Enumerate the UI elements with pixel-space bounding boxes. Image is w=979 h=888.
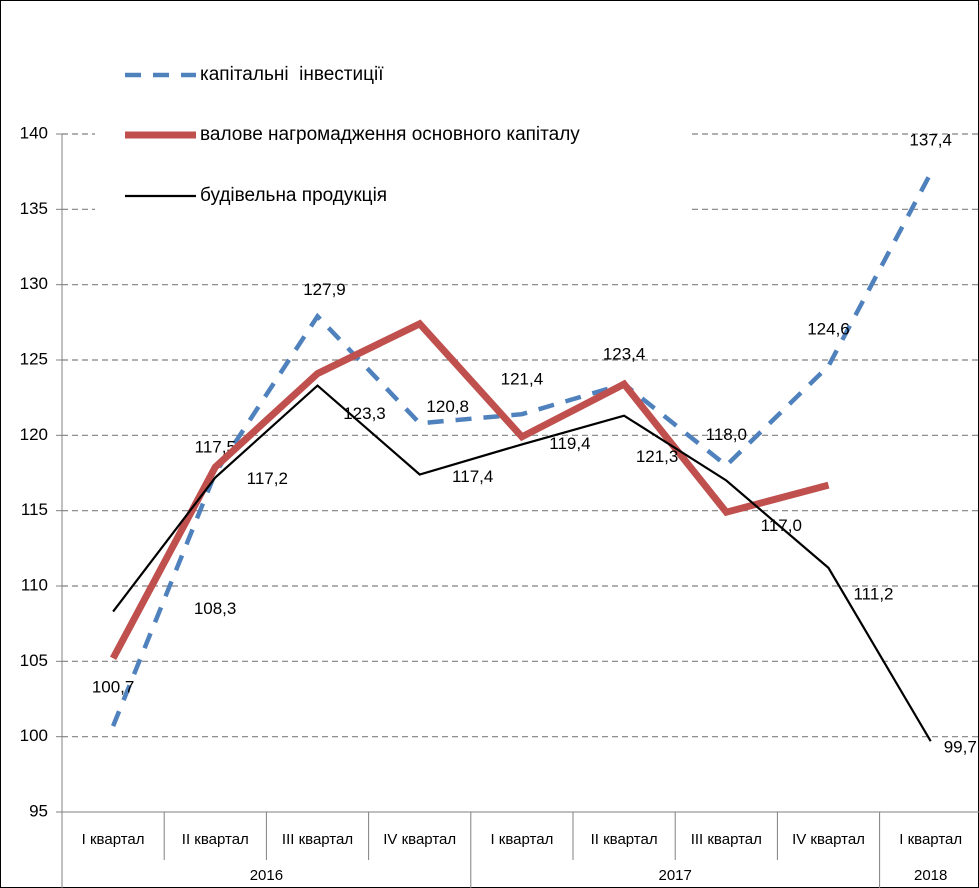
data-label: 108,3 bbox=[194, 599, 237, 618]
data-label: 117,0 bbox=[761, 516, 802, 535]
legend-label: капітальні інвестиції bbox=[200, 64, 384, 85]
x-tick-label: IV квартал bbox=[383, 831, 456, 848]
data-label: 100,7 bbox=[92, 678, 135, 697]
x-tick-label: III квартал bbox=[282, 831, 353, 848]
y-tick-label: 105 bbox=[20, 651, 48, 670]
series-line bbox=[110, 319, 830, 660]
y-tick-label: 95 bbox=[29, 801, 48, 820]
data-label: 123,4 bbox=[603, 345, 646, 364]
y-tick-label: 110 bbox=[21, 575, 48, 594]
x-tick-label: IV квартал bbox=[792, 831, 865, 848]
x-tick-label: II квартал bbox=[182, 831, 249, 848]
x-tick-label: II квартал bbox=[591, 831, 658, 848]
data-label: 118,0 bbox=[706, 425, 747, 444]
legend-label: будівельна продукція bbox=[200, 185, 387, 206]
data-label: 99,7 bbox=[944, 738, 977, 757]
y-tick-label: 100 bbox=[20, 726, 48, 745]
x-tick-label: I квартал bbox=[899, 831, 962, 848]
data-label: 117,2 bbox=[247, 469, 288, 488]
y-tick-label: 115 bbox=[21, 500, 48, 519]
data-label: 124,6 bbox=[807, 320, 850, 339]
y-tick-label: 125 bbox=[20, 349, 48, 368]
x-group-label: 2018 bbox=[914, 867, 947, 884]
y-tick-label: 140 bbox=[20, 123, 48, 142]
series-line bbox=[111, 172, 933, 727]
data-label: 117,5 bbox=[195, 437, 236, 456]
y-tick-label: 120 bbox=[20, 425, 48, 444]
data-label: 117,4 bbox=[452, 467, 493, 486]
legend-label: валове нагромадження основного капіталу bbox=[200, 124, 580, 145]
data-label: 111,2 bbox=[853, 584, 893, 603]
x-group-label: 2017 bbox=[659, 867, 692, 884]
y-tick-label: 135 bbox=[20, 199, 48, 218]
x-tick-label: I квартал bbox=[82, 831, 145, 848]
data-label: 121,4 bbox=[501, 370, 544, 389]
x-tick-label: III квартал bbox=[691, 831, 762, 848]
data-label: 119,4 bbox=[549, 434, 590, 453]
data-label: 127,9 bbox=[303, 280, 346, 299]
series-line bbox=[112, 384, 932, 742]
y-tick-label: 130 bbox=[20, 274, 48, 293]
data-label: 137,4 bbox=[909, 131, 952, 150]
data-label: 121,3 bbox=[636, 447, 679, 466]
x-group-label: 2016 bbox=[250, 867, 283, 884]
data-label: 120,8 bbox=[426, 397, 469, 416]
x-tick-label: I квартал bbox=[490, 831, 553, 848]
data-label: 123,3 bbox=[343, 404, 386, 423]
